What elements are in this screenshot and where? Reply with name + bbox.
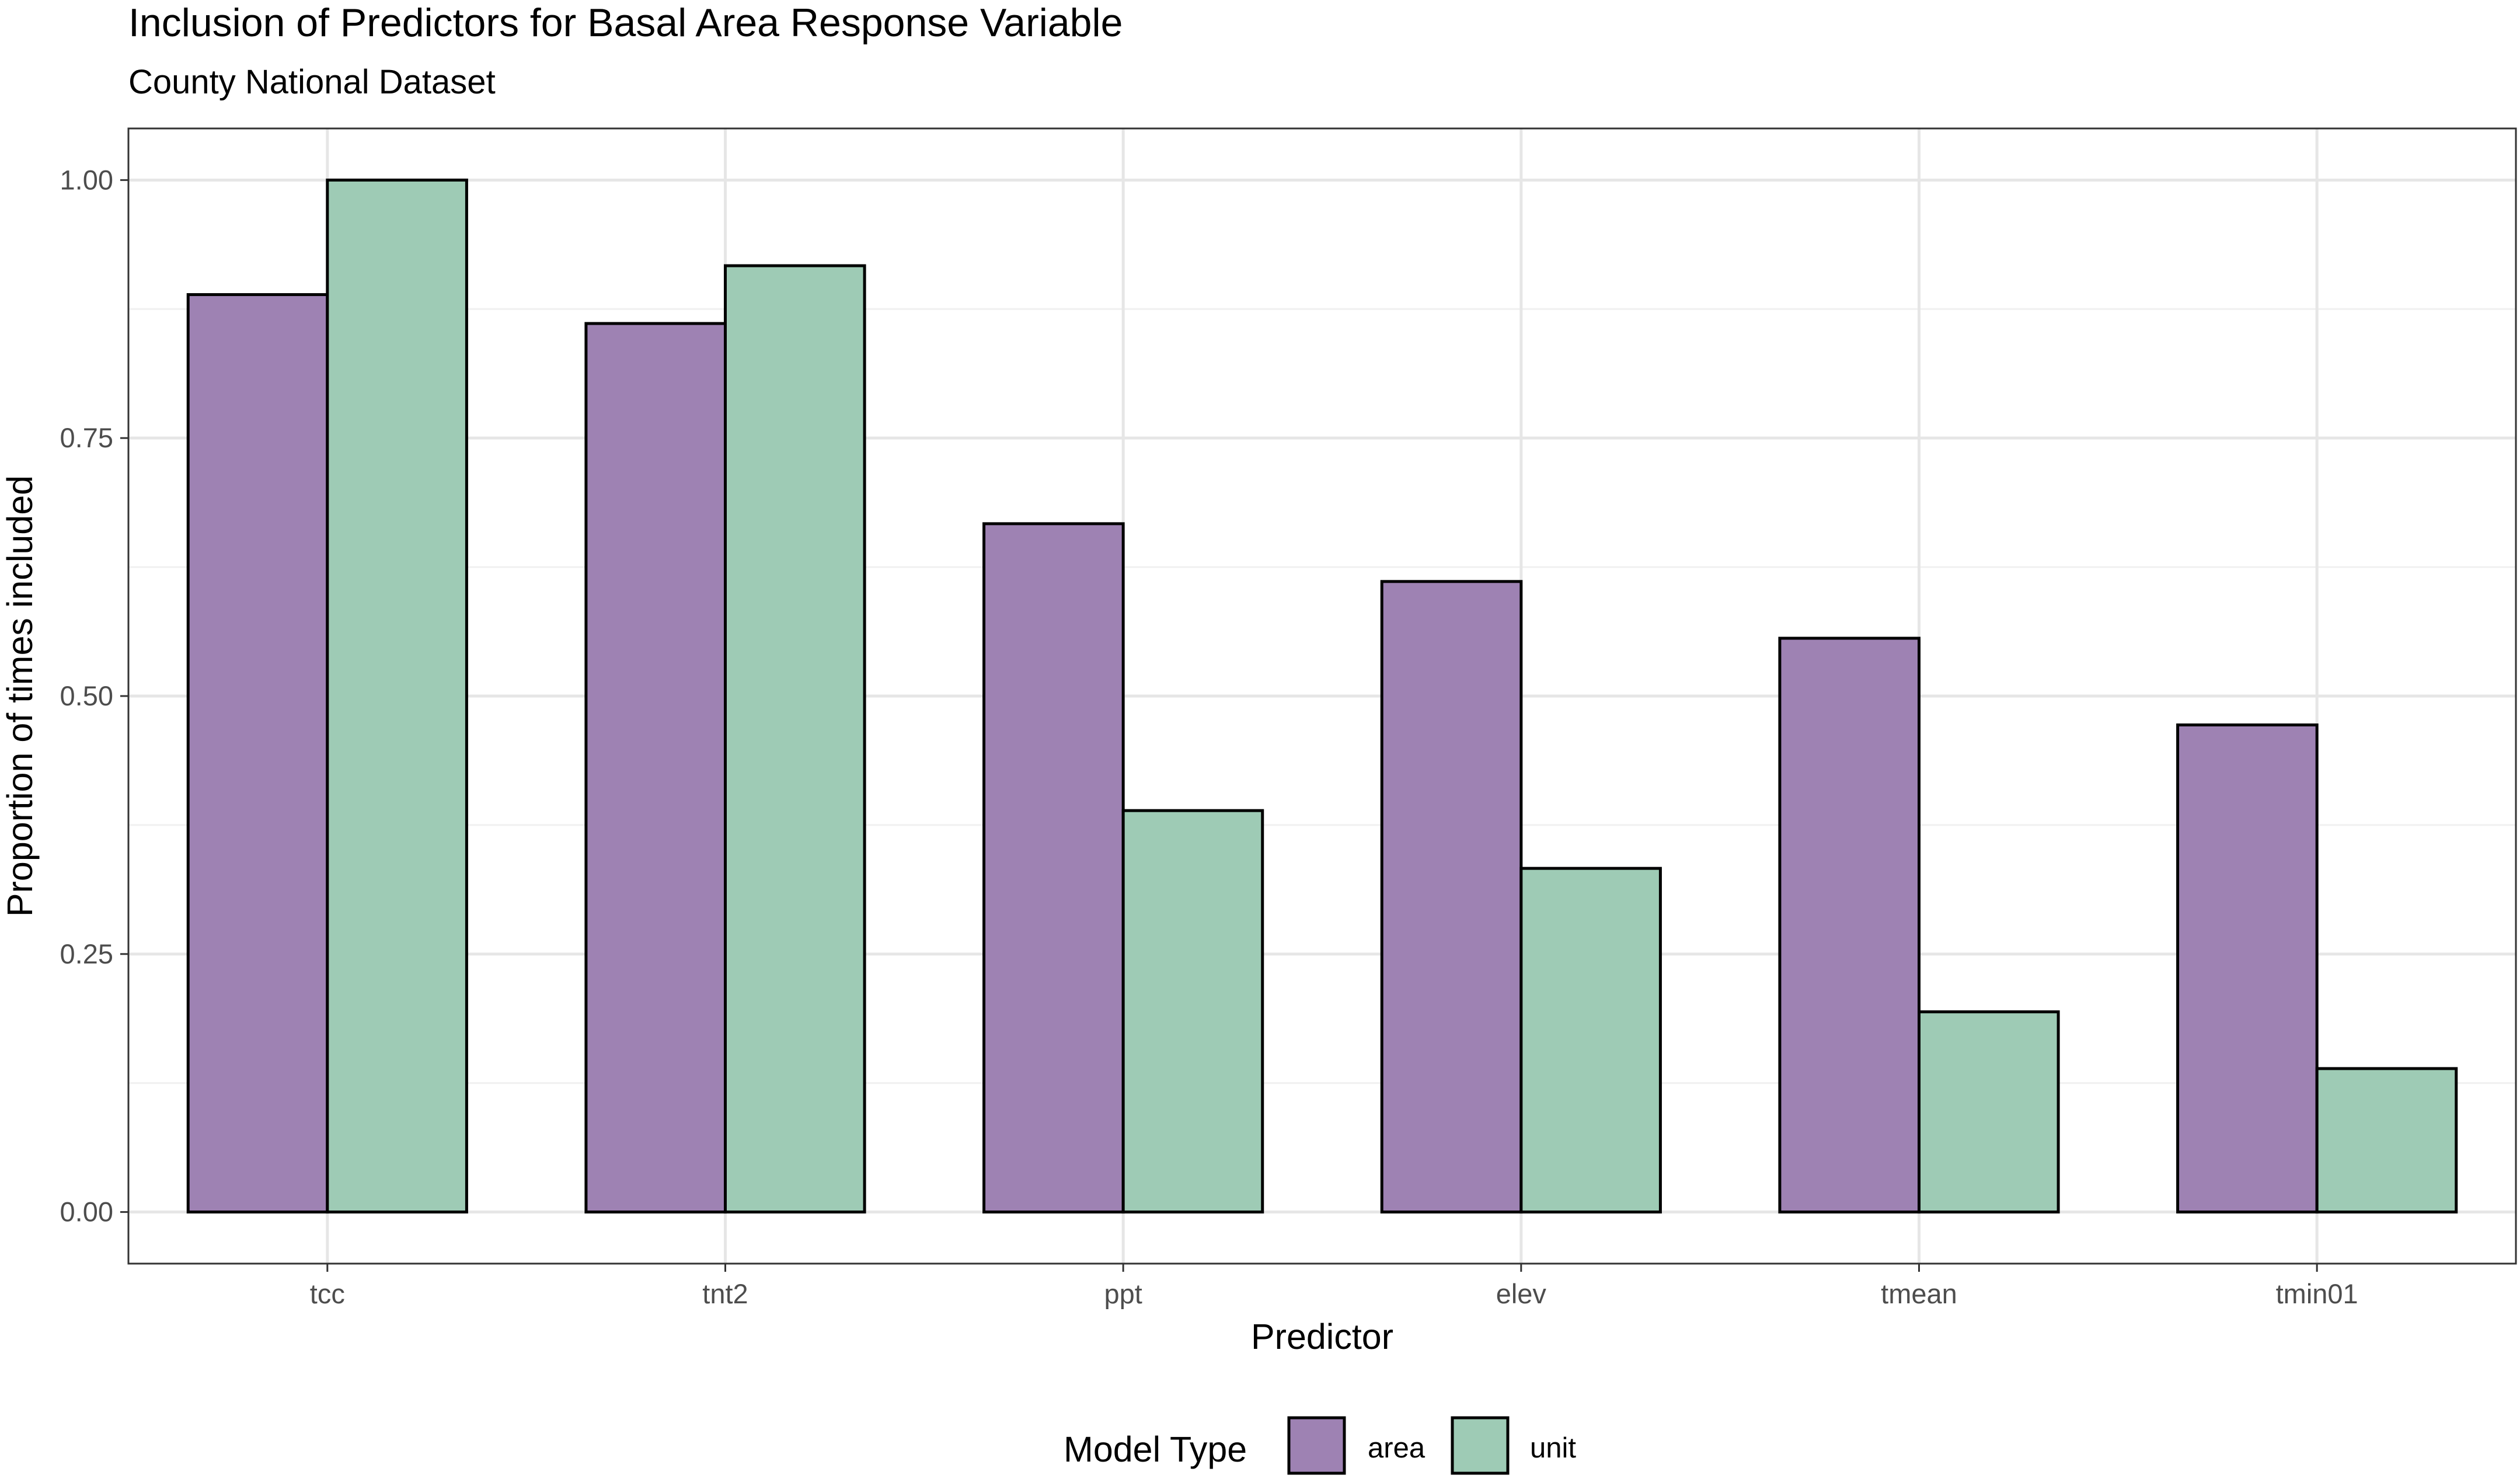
- bars: [186, 178, 2458, 1214]
- bar-tmean-unit: [1918, 1010, 2060, 1214]
- legend-label-unit: unit: [1530, 1432, 1576, 1464]
- y-tick-label: 0.75: [60, 422, 113, 453]
- legend-title: Model Type: [1064, 1429, 1247, 1469]
- bar-ppt-area: [982, 522, 1125, 1214]
- bar-tnt2-unit: [724, 264, 866, 1214]
- bar-tmean-area: [1778, 636, 1921, 1214]
- x-axis: tcc tnt2 ppt elev tmean tmin01: [310, 1264, 2358, 1309]
- bar-tcc-unit: [326, 178, 468, 1214]
- chart-title: Inclusion of Predictors for Basal Area R…: [128, 1, 1123, 45]
- chart-subtitle: County National Dataset: [128, 63, 496, 101]
- bar-tmin01-area: [2176, 723, 2319, 1214]
- x-tick-label: tcc: [310, 1278, 345, 1309]
- bar-tcc-area: [186, 293, 329, 1214]
- legend-swatch-unit: [1451, 1416, 1510, 1475]
- bar-elev-area: [1380, 580, 1523, 1214]
- y-axis-title: Proportion of times included: [0, 475, 40, 917]
- y-tick-label: 1.00: [60, 164, 113, 195]
- y-tick-label: 0.50: [60, 680, 113, 711]
- x-tick-label: tnt2: [702, 1278, 748, 1309]
- bar-tnt2-area: [584, 322, 727, 1214]
- legend-label-area: area: [1368, 1432, 1425, 1464]
- x-tick-label: tmin01: [2276, 1278, 2358, 1309]
- bar-ppt-unit: [1121, 809, 1264, 1214]
- legend: Model Type area unit: [1064, 1416, 1576, 1475]
- y-tick-label: 0.25: [60, 938, 113, 969]
- x-tick-label: elev: [1496, 1278, 1547, 1309]
- y-tick-label: 0.00: [60, 1196, 113, 1227]
- legend-swatch-area: [1287, 1416, 1346, 1475]
- x-axis-title: Predictor: [1251, 1317, 1393, 1356]
- y-axis: 0.00 0.25 0.50 0.75 1.00: [60, 164, 128, 1227]
- x-tick-label: ppt: [1104, 1278, 1142, 1309]
- bar-elev-unit: [1519, 867, 1662, 1214]
- x-tick-label: tmean: [1881, 1278, 1957, 1309]
- bar-tmin01-unit: [2315, 1067, 2458, 1214]
